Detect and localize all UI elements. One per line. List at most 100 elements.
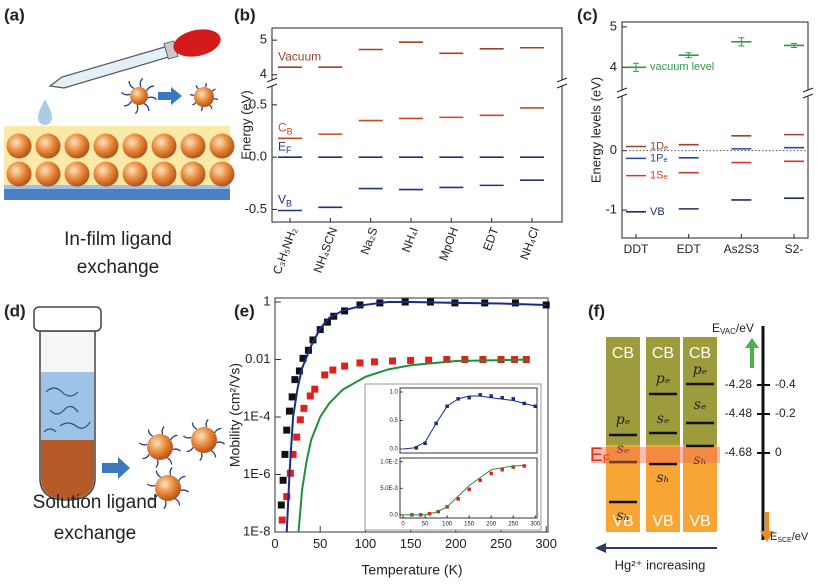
data-point: [279, 476, 287, 484]
y-tick-label: 5.0E-3: [380, 486, 398, 492]
subscript: F: [603, 452, 610, 466]
y-tick-label: 4: [610, 59, 617, 74]
fermi-band: [591, 447, 720, 463]
state-label: pₑ: [693, 362, 707, 378]
ligand: [147, 429, 154, 437]
nanocrystal: [64, 161, 90, 187]
fit-curve: [403, 464, 527, 516]
subscript: F: [286, 146, 292, 156]
unit: /eV: [792, 531, 809, 543]
x-tick-label: 50: [313, 536, 327, 551]
series-label: 1Pₑ: [650, 152, 668, 164]
arrow-head: [595, 543, 606, 553]
y-tick-label: 1E-6: [243, 466, 270, 481]
ligand: [123, 100, 133, 107]
y-axis-label: Energy (eV): [238, 90, 253, 159]
panel-label: (b): [234, 5, 256, 24]
ligand: [216, 441, 226, 445]
data-point: [309, 336, 317, 344]
data-point: [489, 394, 493, 398]
ligand: [178, 475, 186, 482]
y-tick-label: 0.0: [390, 447, 399, 453]
y-tick-label: 1: [263, 293, 270, 308]
x-axis-label: Temperature (K): [361, 562, 462, 578]
ligand: [147, 96, 158, 101]
data-point: [293, 433, 301, 441]
axis-break: [805, 90, 811, 96]
y-tick-label: 0.0: [249, 149, 267, 164]
caption: Solution ligand: [33, 492, 158, 513]
band-label: CB: [612, 345, 634, 362]
nanocrystal: [155, 475, 181, 501]
axis-break-mark: [616, 93, 628, 99]
caption: exchange: [77, 257, 159, 278]
band-label: CB: [652, 345, 674, 362]
ligand: [200, 106, 203, 112]
axis-break-mark: [616, 87, 628, 93]
ligand: [150, 494, 158, 501]
ligand: [161, 425, 165, 435]
data-point: [489, 471, 493, 476]
plot-frame: [274, 297, 549, 533]
y-tick-label: 0: [610, 142, 617, 157]
caption: In-film ligand: [64, 229, 172, 250]
y-tick-label: 0.5: [390, 418, 399, 424]
axis-break-mark: [266, 83, 278, 89]
data-point: [407, 356, 415, 364]
y-tick-label: 1E-8: [243, 523, 270, 538]
ligand: [191, 422, 198, 430]
data-point: [289, 450, 297, 458]
y-tick-label: 1.0: [390, 390, 399, 396]
inset-frame: [364, 383, 542, 531]
fit-curve: [285, 301, 547, 533]
y-tick-label: -0.5: [245, 201, 267, 216]
ligand: [155, 470, 162, 478]
data-point: [425, 356, 433, 364]
nanocrystal: [35, 161, 61, 187]
data-point: [511, 465, 515, 469]
nanocrystal: [191, 427, 217, 453]
series-label: CB: [278, 120, 293, 136]
y-axis-label: Mobility (cm²/Vs): [227, 363, 243, 467]
x-tick-label: 200: [445, 536, 467, 551]
band-label: VB: [652, 513, 673, 530]
arrow: [102, 457, 130, 479]
x-tick-label: 300: [535, 536, 557, 551]
nanocrystal: [122, 133, 148, 159]
vial-cap: [33, 306, 102, 332]
plot-frame: [271, 27, 563, 223]
data-point: [341, 362, 349, 370]
x-tick-label: 0: [271, 536, 278, 551]
x-tick-label: NH₄SCN: [311, 225, 340, 274]
data-point: [467, 395, 471, 400]
state-label: sₕ: [656, 470, 669, 486]
fit-curve: [297, 358, 529, 533]
y-tick-label: 0.0: [390, 512, 399, 518]
nanocrystal: [130, 87, 148, 105]
ligand: [166, 457, 173, 465]
data-point: [467, 487, 471, 492]
x-tick-label: 0: [401, 521, 405, 527]
x-tick-label: 200: [486, 521, 497, 527]
data-point: [323, 318, 331, 326]
y-tick-label: 1.0E-2: [380, 459, 398, 465]
arrow: [158, 87, 182, 105]
axis-break-mark: [556, 83, 568, 89]
nanocrystal: [151, 133, 177, 159]
axis-break-mark: [802, 87, 814, 93]
state-label: sₑ: [657, 411, 670, 427]
sce-tick-label: -0.4: [775, 377, 796, 391]
panel-label: (d): [4, 301, 26, 320]
valence-region: [683, 445, 717, 532]
conduction-region: [646, 337, 680, 445]
data-point: [329, 366, 337, 374]
ligand: [186, 446, 194, 453]
x-tick-label: 150: [464, 521, 475, 527]
conduction-region: [683, 337, 717, 445]
x-tick-label: DDT: [624, 242, 649, 256]
data-point: [443, 356, 451, 364]
x-tick-label: MpOH: [436, 225, 461, 262]
ligand: [142, 453, 150, 460]
x-tick-label: NH₄I: [399, 225, 421, 254]
x-tick-label: EDT: [677, 242, 702, 256]
